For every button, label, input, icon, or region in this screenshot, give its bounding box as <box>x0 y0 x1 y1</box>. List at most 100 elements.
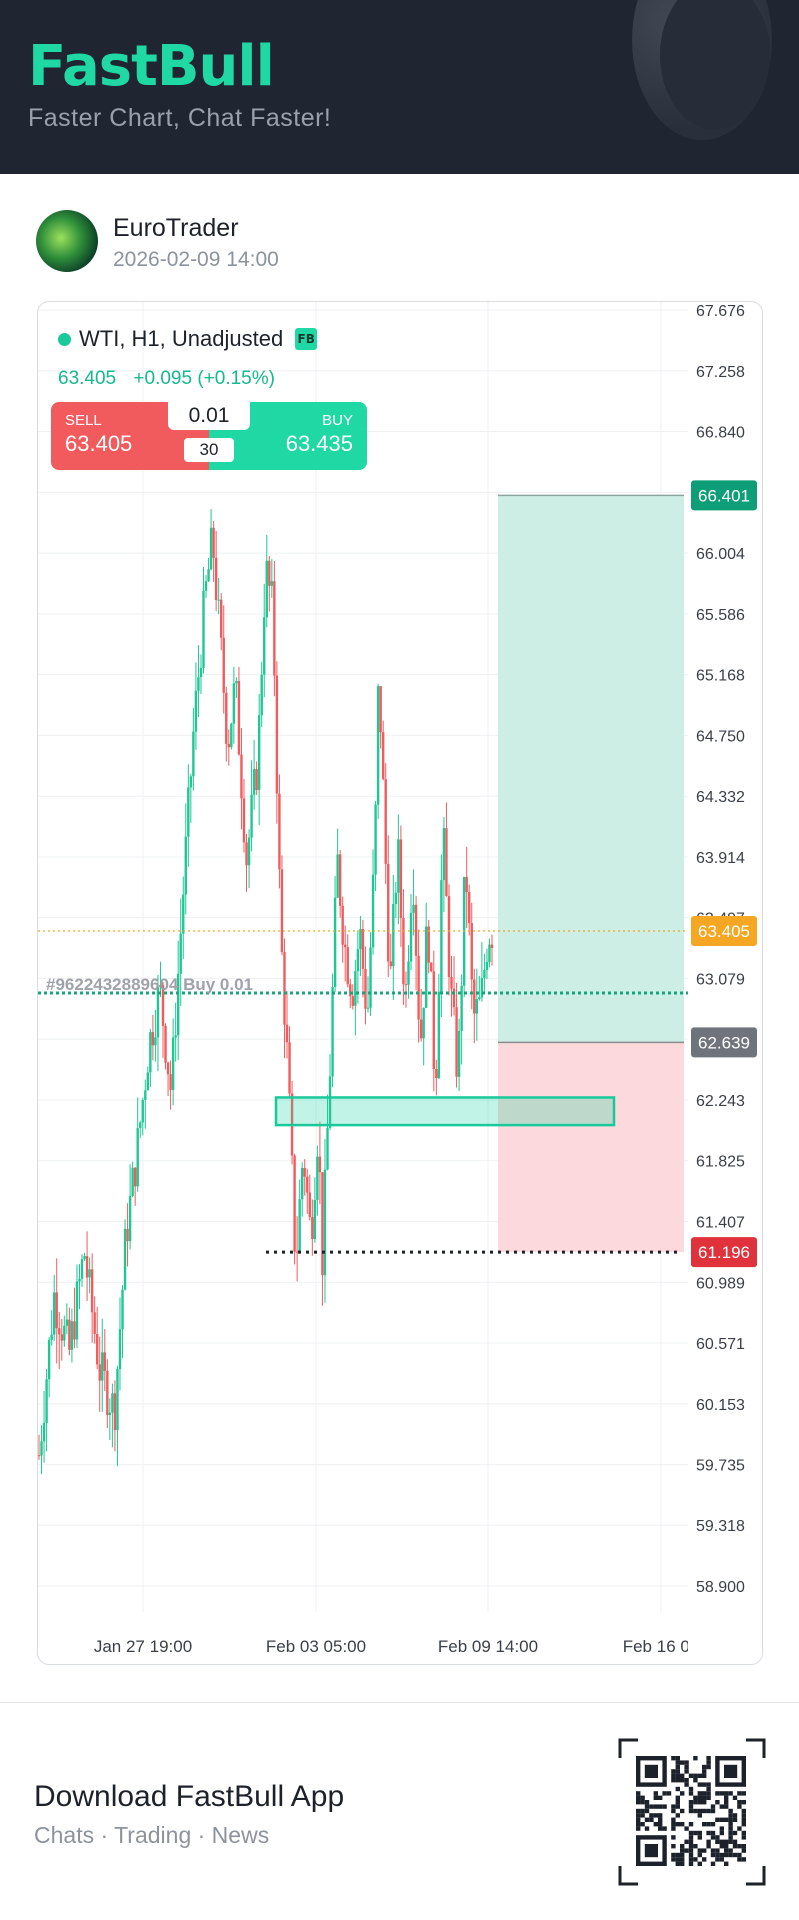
candle-body <box>419 1019 423 1039</box>
candle-body <box>225 692 228 744</box>
candle-body <box>55 1292 58 1329</box>
qr-module <box>710 1852 716 1858</box>
qr-module <box>741 1830 746 1836</box>
candle-body <box>245 842 248 866</box>
candle-body <box>166 1062 170 1075</box>
candle-body <box>285 1024 289 1043</box>
candle-body <box>268 560 271 586</box>
qr-module <box>728 1791 733 1796</box>
qr-module <box>737 1826 742 1831</box>
y-tick-label: 65.168 <box>696 668 745 685</box>
qr-module <box>697 1773 702 1778</box>
candle-body <box>176 973 180 1036</box>
download-title[interactable]: Download FastBull App <box>34 1780 345 1813</box>
candle-body <box>346 947 349 985</box>
candle-body <box>80 1259 84 1279</box>
y-tick-label: 63.914 <box>696 850 745 867</box>
qr-module <box>728 1808 733 1814</box>
qr-module <box>675 1760 680 1765</box>
candle-body <box>275 675 279 794</box>
candle-body <box>379 686 382 733</box>
qr-module <box>732 1830 738 1836</box>
qr-module <box>737 1804 742 1809</box>
qr-module <box>719 1791 724 1796</box>
x-tick-label: Feb 09 14:00 <box>438 1637 538 1656</box>
candle-body <box>442 828 446 881</box>
qr-module <box>680 1760 685 1765</box>
y-tick-label: 64.750 <box>696 728 745 745</box>
qr-module <box>666 1791 672 1796</box>
take-profit-tag <box>691 480 757 511</box>
qr-module <box>688 1822 694 1827</box>
qr-module <box>653 1813 658 1818</box>
qr-module <box>653 1822 658 1827</box>
candle-body <box>45 1379 48 1423</box>
avatar[interactable] <box>36 210 98 272</box>
candle-body <box>214 557 218 600</box>
price-chart[interactable]: 67.67667.25866.84066.42266.00465.58665.1… <box>38 302 763 1665</box>
qr-module <box>706 1764 711 1770</box>
position-order-label[interactable]: #9622432889604 Buy 0.01 <box>46 975 254 994</box>
author-name[interactable]: EuroTrader <box>113 214 239 242</box>
qr-module <box>693 1808 698 1814</box>
qr-module <box>715 1839 720 1844</box>
symbol-header: WTI, H1, Unadjusted FB <box>58 326 318 352</box>
qr-module <box>684 1760 689 1765</box>
download-subtitle: Chats · Trading · News <box>34 1822 270 1848</box>
candle-body <box>103 1352 106 1371</box>
candle-body <box>209 527 213 570</box>
qr-module <box>658 1817 663 1822</box>
qr-module <box>702 1822 707 1827</box>
post-timestamp: 2026-02-09 14:00 <box>113 248 279 271</box>
qr-module <box>697 1795 702 1800</box>
qr-module <box>662 1791 667 1796</box>
qr-module <box>710 1808 716 1814</box>
quantity-input[interactable]: 0.01 <box>168 402 250 430</box>
qr-module <box>741 1791 746 1796</box>
qr-module <box>671 1773 676 1778</box>
candle-body <box>50 1334 53 1340</box>
candle-body <box>128 1195 132 1242</box>
candle-body <box>308 1192 311 1218</box>
qr-module <box>688 1835 694 1840</box>
candle-body <box>427 926 430 963</box>
candle-body <box>306 1176 309 1193</box>
y-tick-label: 60.571 <box>696 1336 745 1353</box>
qr-module <box>644 1800 650 1805</box>
qr-module <box>719 1817 724 1822</box>
qr-module <box>697 1800 702 1805</box>
candle-body <box>407 961 410 985</box>
current-price-tag-label: 63.405 <box>698 922 750 941</box>
candle-body <box>222 637 225 693</box>
candle-body <box>171 1037 175 1090</box>
candle-body <box>227 743 231 748</box>
candle-body <box>136 1128 139 1187</box>
qr-module <box>688 1844 694 1849</box>
qr-module <box>697 1848 702 1853</box>
candle-body <box>381 732 385 780</box>
qr-module <box>697 1835 702 1840</box>
entry-price-tag-label: 62.639 <box>698 1033 750 1052</box>
last-price: 63.405 <box>58 368 117 389</box>
candle-body <box>237 681 241 755</box>
qr-code[interactable] <box>618 1738 766 1886</box>
candle-body <box>123 1228 127 1290</box>
candle-body <box>445 828 448 897</box>
candle-body <box>475 999 479 1014</box>
candle-body <box>349 984 352 997</box>
candle-body <box>328 1076 332 1128</box>
candle-body <box>452 988 456 1008</box>
qr-module <box>680 1773 685 1778</box>
qr-module <box>644 1808 650 1814</box>
stop-loss-zone <box>498 1042 684 1253</box>
candle-body <box>326 1127 329 1170</box>
qr-module <box>675 1800 680 1805</box>
candle-body <box>338 854 342 906</box>
qr-finder-core <box>724 1764 738 1778</box>
axis-clip <box>688 1622 762 1664</box>
candle-body <box>149 1032 152 1073</box>
chart-card[interactable]: 67.67667.25866.84066.42266.00465.58665.1… <box>37 301 763 1665</box>
qr-module <box>728 1813 733 1818</box>
candle-body <box>182 894 185 934</box>
qr-module <box>688 1773 694 1778</box>
